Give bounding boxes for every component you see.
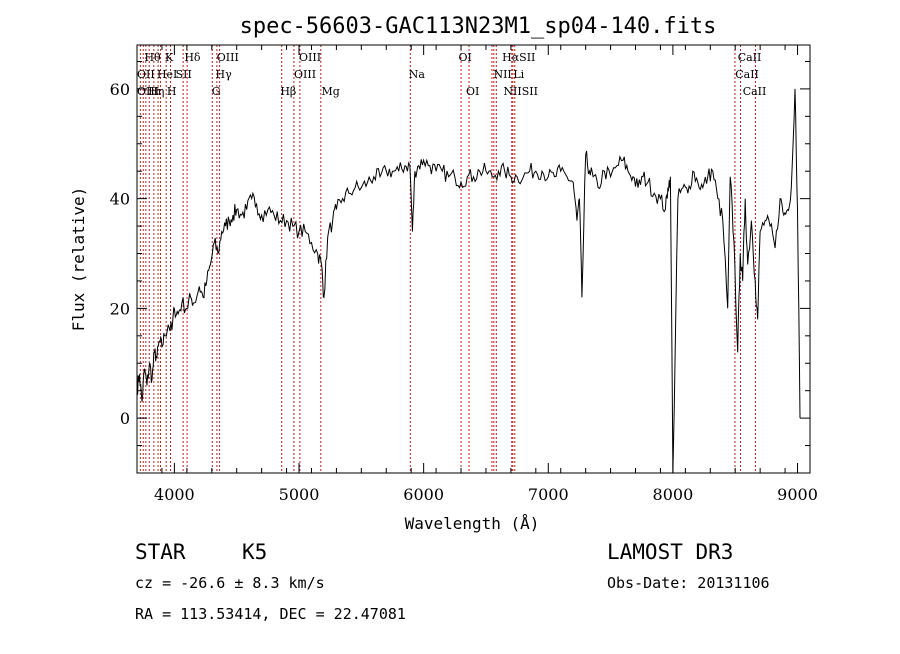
line-label-3: OIII — [217, 51, 239, 64]
chart-title: spec-56603-GAC113N23M1_sp04-140.fits — [240, 14, 717, 39]
object-class: STAR — [135, 540, 186, 564]
spectral-subclass: K5 — [242, 540, 267, 564]
redshift-value: cz = -26.6 ± 8.3 km/s — [135, 574, 325, 592]
x-tick-label-2: 6000 — [403, 485, 444, 504]
line-label-5: OI — [459, 51, 472, 64]
spectrum-line-0 — [136, 88, 801, 474]
line-label-8: OII — [137, 68, 155, 81]
line-label-22: Mg — [321, 85, 339, 98]
line-label-6: HαSII — [502, 51, 535, 64]
line-label-10: SII — [176, 68, 192, 81]
x-tick-label-5: 9000 — [777, 485, 818, 504]
y-tick-label-0: 0 — [120, 409, 130, 428]
line-label-2: Hδ — [184, 51, 201, 64]
y-axis-label: Flux (relative) — [69, 187, 88, 332]
line-label-20: G — [212, 85, 221, 98]
plot-frame — [136, 44, 811, 474]
spectral-line-markers — [139, 45, 756, 473]
x-axis-label: Wavelength (Å) — [405, 514, 540, 533]
spectrum-series — [136, 88, 801, 474]
x-axis-ticks: 4000 5000 6000 7000 8000 9000 — [136, 45, 818, 504]
y-tick-label-3: 60 — [110, 80, 130, 99]
y-axis-ticks: 0 20 40 60 — [110, 60, 810, 474]
line-label-13: Na — [409, 68, 426, 81]
line-label-1: K — [165, 51, 174, 64]
y-tick-label-1: 20 — [110, 299, 130, 318]
x-tick-label-3: 7000 — [528, 485, 569, 504]
line-label-18: Hη — [148, 85, 164, 98]
x-tick-label-0: 4000 — [154, 485, 195, 504]
line-label-17: OIII — [137, 85, 159, 98]
y-tick-label-2: 40 — [110, 190, 130, 209]
line-label-24: NIISII — [503, 85, 538, 98]
observation-date: Obs-Date: 20131106 — [607, 574, 770, 592]
x-tick-label-4: 8000 — [653, 485, 694, 504]
line-label-9: HeI — [157, 68, 177, 81]
line-label-19: H — [167, 85, 177, 98]
coordinates: RA = 113.53414, DEC = 22.47081 — [135, 605, 406, 623]
line-label-0: Hθ — [144, 51, 161, 64]
line-label-12: OIII — [294, 68, 316, 81]
line-label-7: CaII — [738, 51, 762, 64]
survey-name: LAMOST DR3 — [607, 540, 733, 564]
line-label-11: Hγ — [216, 68, 233, 81]
line-label-15: Li — [513, 68, 524, 81]
line-label-25: CaII — [743, 85, 767, 98]
x-tick-label-1: 5000 — [279, 485, 320, 504]
line-label-16: CaII — [735, 68, 759, 81]
line-label-23: OI — [466, 85, 479, 98]
line-label-4: OIII — [299, 51, 321, 64]
line-label-21: Hβ — [280, 85, 296, 98]
line-label-14: NII — [493, 68, 511, 81]
